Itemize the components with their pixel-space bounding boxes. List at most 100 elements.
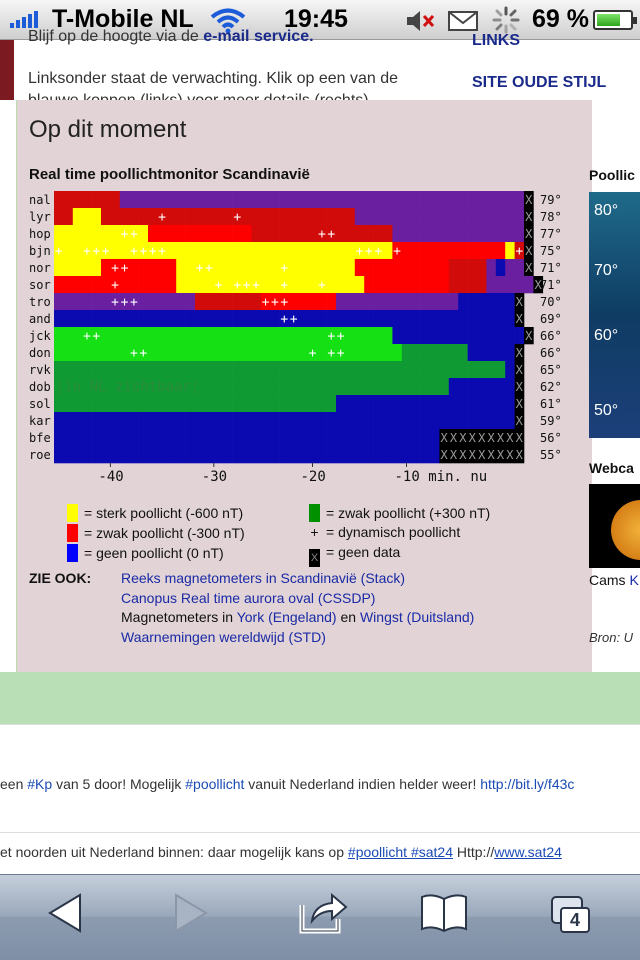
links-heading[interactable]: LINKS xyxy=(472,32,520,49)
heat-cell xyxy=(458,310,468,328)
heat-cell xyxy=(354,191,365,209)
heat-cell xyxy=(477,412,487,430)
york-link[interactable]: York (Engeland) xyxy=(236,609,337,625)
heat-cell xyxy=(411,412,421,430)
heat-cell xyxy=(411,259,421,277)
heat-cell xyxy=(420,310,431,328)
nodata-mark: X xyxy=(459,431,467,445)
hashtag-link[interactable]: #Kp xyxy=(27,776,53,792)
canopus-link[interactable]: Canopus Real time aurora oval (CSSDP) xyxy=(121,590,376,606)
back-icon[interactable] xyxy=(44,891,84,935)
heat-cell xyxy=(232,208,243,226)
heat-cell xyxy=(345,429,356,447)
heat-cell xyxy=(411,242,421,260)
heat-cell xyxy=(383,429,393,447)
heat-cell xyxy=(82,310,92,328)
heat-cell xyxy=(439,361,450,379)
heat-cell xyxy=(157,276,168,294)
heat-cell xyxy=(91,395,102,413)
hashtag-link[interactable]: #poollicht xyxy=(185,776,245,792)
tweet-url-link[interactable]: http://bit.ly/f43c xyxy=(480,776,575,792)
heat-cell xyxy=(82,344,92,362)
stack-link[interactable]: Reeks magnetometers in Scandinavië (Stac… xyxy=(121,570,406,586)
heat-cell xyxy=(91,276,102,294)
webcam-heading[interactable]: Webca xyxy=(589,460,634,476)
heat-cell xyxy=(166,344,177,362)
heat-cell xyxy=(195,208,205,226)
hashtag-link[interactable]: #poollicht #sat24 xyxy=(347,844,453,860)
heat-cell xyxy=(148,429,158,447)
heat-cell xyxy=(101,378,111,396)
heat-cell xyxy=(486,446,497,464)
heat-cell xyxy=(148,310,158,328)
heat-cell xyxy=(486,429,497,447)
heat-cell xyxy=(505,310,515,328)
heat-cell xyxy=(411,208,421,226)
heat-cell xyxy=(430,293,440,311)
heat-cell xyxy=(232,429,243,447)
heat-cell xyxy=(176,310,186,328)
oval-heading[interactable]: Poollic xyxy=(589,167,635,183)
share-icon[interactable] xyxy=(298,891,350,935)
heat-cell xyxy=(129,276,139,294)
heat-cell xyxy=(270,344,280,362)
heat-cell xyxy=(364,242,374,260)
heat-cell xyxy=(157,242,168,260)
heat-cell xyxy=(420,378,431,396)
heat-cell xyxy=(270,378,280,396)
tabs-count[interactable]: 4 xyxy=(560,907,590,933)
latitude-label: 65° xyxy=(540,363,562,377)
heat-cell xyxy=(326,208,337,226)
forward-icon[interactable] xyxy=(172,891,212,935)
heat-cell xyxy=(129,429,139,447)
heat-cell xyxy=(326,429,337,447)
heat-cell xyxy=(524,242,534,260)
heat-cell xyxy=(270,395,280,413)
heat-cell xyxy=(336,191,346,209)
heat-cell xyxy=(448,446,459,464)
latitude-label: 61° xyxy=(540,397,562,411)
tweet-url-link[interactable]: www.sat24 xyxy=(494,844,562,860)
heat-cell xyxy=(72,344,83,362)
heat-cell xyxy=(392,395,403,413)
nodata-mark: X xyxy=(525,193,533,207)
std-link[interactable]: Waarnemingen wereldwijd (STD) xyxy=(121,629,326,645)
wingst-link[interactable]: Wingst (Duitsland) xyxy=(359,609,475,625)
heat-cell xyxy=(477,276,487,294)
heat-cell xyxy=(514,412,525,430)
heat-cell xyxy=(270,361,280,379)
nodata-mark: X xyxy=(516,295,524,309)
bookmarks-icon[interactable] xyxy=(418,891,470,935)
heat-cell xyxy=(185,310,196,328)
heat-cell xyxy=(495,259,506,277)
site-oude-stijl-link[interactable]: SITE OUDE STIJL xyxy=(472,74,607,91)
heat-cell xyxy=(157,344,168,362)
heat-cell xyxy=(54,242,64,260)
heat-cell xyxy=(401,259,412,277)
webcam-image[interactable] xyxy=(589,484,640,568)
heat-cell xyxy=(458,361,468,379)
heat-cell xyxy=(420,293,431,311)
heat-cell xyxy=(54,361,64,379)
heat-cell xyxy=(383,395,393,413)
heat-cell xyxy=(157,293,168,311)
heat-cell xyxy=(514,361,525,379)
heat-cell xyxy=(505,293,515,311)
heat-cell xyxy=(251,412,262,430)
heat-cell xyxy=(336,310,346,328)
heat-cell xyxy=(166,327,177,345)
aurora-oval-map[interactable]: 80° 70° 60° 50° xyxy=(589,192,640,438)
heat-cell xyxy=(138,378,149,396)
nodata-mark: X xyxy=(525,210,533,224)
email-service-link[interactable]: e-mail service. xyxy=(203,28,314,45)
cams-link[interactable]: K xyxy=(629,572,639,588)
heat-cell xyxy=(101,395,111,413)
latitude-label: 71° xyxy=(540,261,562,275)
heat-cell xyxy=(110,412,121,430)
heat-cell xyxy=(251,259,262,277)
nodata-mark: X xyxy=(516,397,524,411)
heat-cell xyxy=(401,310,412,328)
heat-cell xyxy=(477,446,487,464)
heat-cell xyxy=(458,344,468,362)
